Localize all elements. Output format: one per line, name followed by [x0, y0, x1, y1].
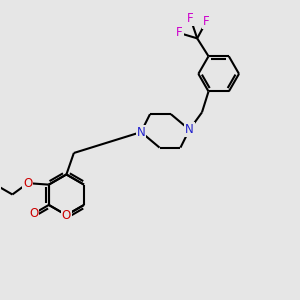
- Text: F: F: [176, 26, 183, 40]
- Text: O: O: [29, 207, 38, 220]
- Text: O: O: [62, 208, 71, 222]
- Text: F: F: [203, 15, 209, 28]
- Text: F: F: [187, 12, 194, 26]
- Text: O: O: [23, 177, 32, 190]
- Text: N: N: [137, 126, 146, 139]
- Text: N: N: [185, 123, 194, 136]
